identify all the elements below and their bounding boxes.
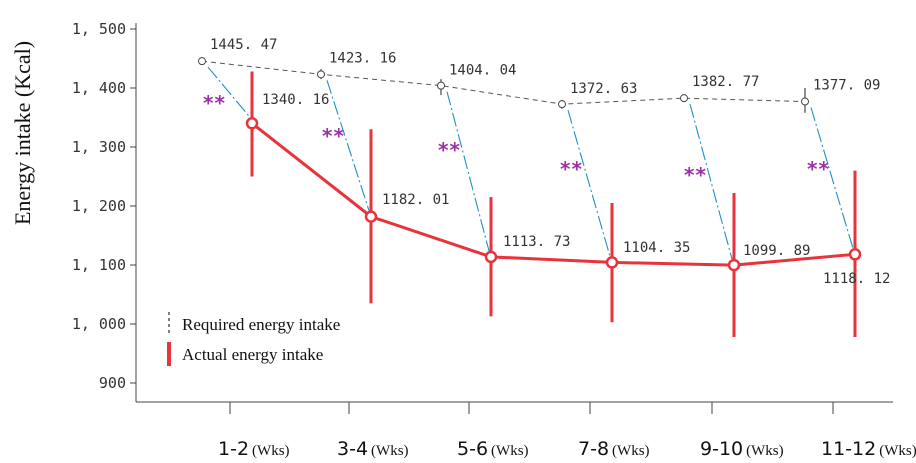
actual-point bbox=[484, 250, 498, 264]
required-data-label: 1377. 09 bbox=[813, 78, 880, 94]
y-tick-label: 900 bbox=[99, 374, 126, 392]
x-tick-label: 1-2 (Wks) bbox=[218, 438, 290, 460]
actual-data-label: 1340. 16 bbox=[262, 92, 329, 108]
required-point bbox=[198, 57, 206, 66]
actual-line bbox=[251, 122, 856, 267]
required-series bbox=[198, 57, 809, 113]
legend: Required energy intake Actual energy int… bbox=[167, 312, 340, 366]
significance-marker: ** bbox=[684, 163, 707, 187]
y-tick-label: 1, 300 bbox=[72, 138, 126, 156]
connector-line bbox=[446, 91, 490, 252]
required-data-label: 1372. 63 bbox=[570, 81, 637, 97]
y-tick-label: 1, 400 bbox=[72, 79, 126, 97]
actual-series bbox=[245, 71, 862, 337]
connector-line bbox=[689, 104, 733, 260]
axes: 1, 500 1, 400 1, 300 1, 200 1, 100 1, 000 900 1… bbox=[72, 20, 916, 460]
required-line bbox=[201, 60, 806, 105]
significance-marker: ** bbox=[438, 138, 461, 162]
required-point bbox=[680, 94, 688, 103]
actual-data-label: 1113. 73 bbox=[503, 234, 570, 250]
significance-marker: ** bbox=[560, 157, 583, 181]
x-tick-label: 9-10 (Wks) bbox=[700, 438, 784, 460]
legend-required-label: Required energy intake bbox=[182, 315, 340, 334]
x-tick-label: 11-12 (Wks) bbox=[821, 438, 916, 460]
connector-lines bbox=[207, 66, 854, 260]
y-tick-label: 1, 100 bbox=[72, 256, 126, 274]
required-data-label: 1445. 47 bbox=[210, 37, 277, 53]
significance-marker: ** bbox=[807, 157, 830, 181]
actual-data-label: 1104. 35 bbox=[623, 240, 690, 256]
connector-line bbox=[810, 107, 854, 249]
x-tick-label: 7-8 (Wks) bbox=[578, 438, 650, 460]
actual-data-label: 1118. 12 bbox=[823, 271, 890, 287]
actual-point bbox=[848, 248, 862, 261]
legend-actual-label: Actual energy intake bbox=[182, 345, 323, 364]
required-data-label: 1423. 16 bbox=[329, 50, 396, 66]
required-point bbox=[558, 100, 566, 109]
y-tick-label: 1, 500 bbox=[72, 20, 126, 38]
y-tick-label: 1, 200 bbox=[72, 197, 126, 215]
connector-line bbox=[567, 109, 611, 257]
connector-line bbox=[326, 80, 370, 211]
x-tick-label: 3-4 (Wks) bbox=[337, 438, 409, 460]
required-point bbox=[801, 97, 809, 106]
actual-point bbox=[245, 117, 259, 130]
required-data-label: 1404. 04 bbox=[449, 63, 516, 79]
y-axis-label: Energy intake (Kcal) bbox=[10, 41, 35, 225]
connector-line bbox=[207, 66, 251, 118]
required-point bbox=[317, 70, 325, 79]
actual-point bbox=[727, 258, 741, 272]
actual-point bbox=[364, 210, 378, 223]
significance-marker: ** bbox=[203, 91, 226, 115]
x-tick-label: 5-6 (Wks) bbox=[457, 438, 529, 460]
data-labels: 1445. 47 1423. 16 1404. 04 1372. 63 1382. 77… bbox=[203, 37, 890, 287]
required-point bbox=[437, 81, 445, 90]
y-tick-label: 1, 000 bbox=[72, 315, 126, 333]
required-data-label: 1382. 77 bbox=[692, 74, 759, 90]
actual-point bbox=[605, 256, 619, 269]
actual-data-label: 1182. 01 bbox=[382, 192, 449, 208]
significance-marker: ** bbox=[322, 124, 345, 148]
actual-data-label: 1099. 89 bbox=[743, 243, 810, 259]
